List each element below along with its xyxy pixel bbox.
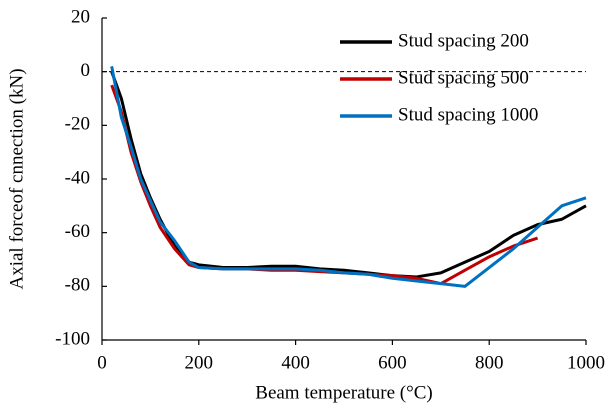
x-tick-label: 400 xyxy=(281,352,310,373)
y-tick-label: 20 xyxy=(71,6,90,27)
legend-label: Stud spacing 1000 xyxy=(398,104,538,125)
x-tick-label: 600 xyxy=(378,352,407,373)
y-tick-label: 0 xyxy=(81,60,91,81)
x-tick-label: 1000 xyxy=(567,352,605,373)
x-tick-label: 0 xyxy=(97,352,107,373)
x-axis-label: Beam temperature (°C) xyxy=(255,382,432,403)
x-tick-label: 200 xyxy=(185,352,214,373)
y-axis-label: Axial forceof cnnection (kN) xyxy=(6,68,27,289)
legend-label: Stud spacing 500 xyxy=(398,67,529,88)
y-tick-label: -80 xyxy=(65,275,90,296)
y-tick-label: -20 xyxy=(65,114,90,135)
x-tick-label: 800 xyxy=(475,352,504,373)
y-tick-label: -40 xyxy=(65,167,90,188)
y-tick-label: -100 xyxy=(55,328,90,349)
series-line xyxy=(110,66,587,288)
legend-label: Stud spacing 200 xyxy=(398,30,529,51)
y-tick-label: -60 xyxy=(65,221,90,242)
